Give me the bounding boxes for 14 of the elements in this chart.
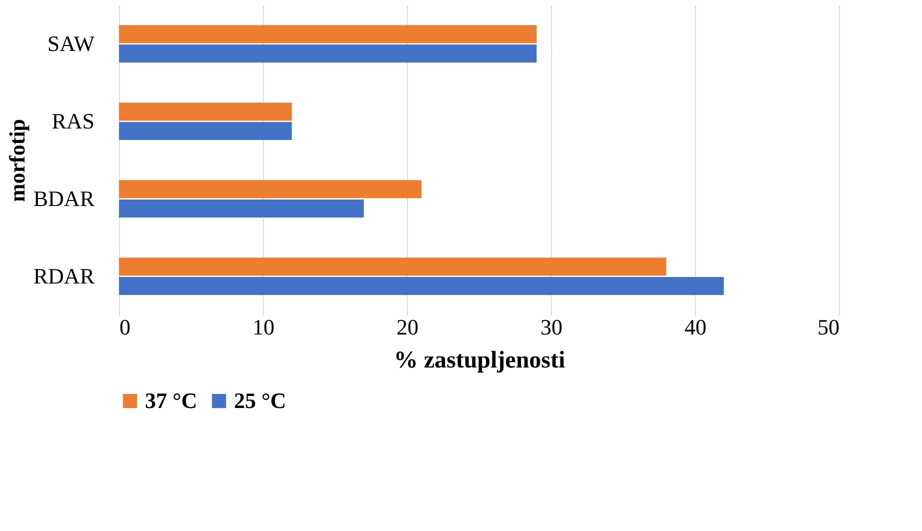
y-tick-label: SAW xyxy=(47,30,95,56)
x-tick-label: 30 xyxy=(540,314,562,340)
y-axis-title: morfotip xyxy=(4,118,30,202)
x-tick-label: 40 xyxy=(684,314,706,340)
y-tick-label: RDAR xyxy=(33,263,95,288)
x-tick-label: 50 xyxy=(818,314,840,340)
x-tick-label: 10 xyxy=(252,314,274,340)
x-tick-label: 20 xyxy=(396,314,418,340)
y-tick-label: RAS xyxy=(52,108,94,134)
legend-label: 37 °C xyxy=(145,388,198,413)
x-axis-title: % zastupljenosti xyxy=(394,348,566,374)
legend-label: 25 °C xyxy=(234,388,286,413)
x-tick-label: 0 xyxy=(120,314,130,340)
y-tick-label: BDAR xyxy=(33,186,95,211)
